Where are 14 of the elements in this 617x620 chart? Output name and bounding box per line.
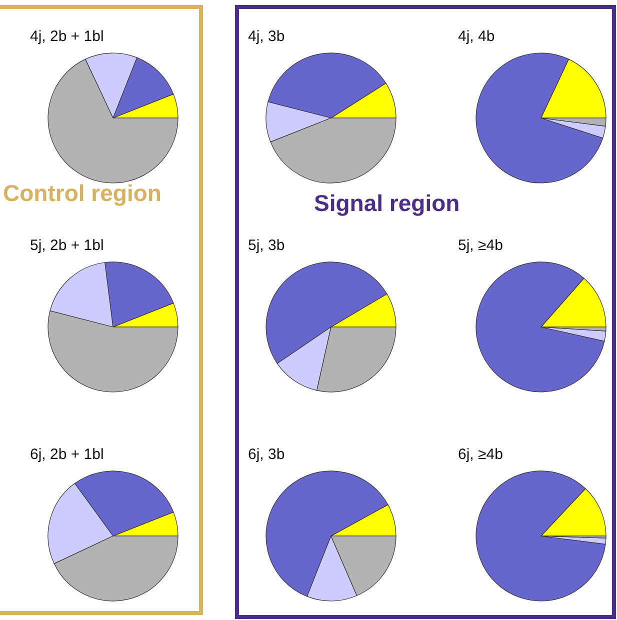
chart-title: 4j, 3b <box>248 28 285 45</box>
chart-title: 4j, 2b + 1bl <box>30 28 104 45</box>
pie-slice <box>476 262 605 392</box>
chart-title: 6j, 3b <box>248 446 285 463</box>
pie-slice <box>476 52 604 184</box>
chart-title: 5j, ≥4b <box>458 237 503 254</box>
text: Signal region <box>314 190 460 217</box>
chart-title: 4j, 4b <box>458 28 495 45</box>
pie-slice <box>476 470 606 602</box>
chart-title: 5j, 2b + 1bl <box>30 237 104 254</box>
chart-title: 5j, 3b <box>248 237 285 254</box>
chart-title: 6j, 2b + 1bl <box>30 446 104 463</box>
chart-title: 6j, ≥4b <box>458 446 503 463</box>
text: Control region <box>3 180 162 207</box>
